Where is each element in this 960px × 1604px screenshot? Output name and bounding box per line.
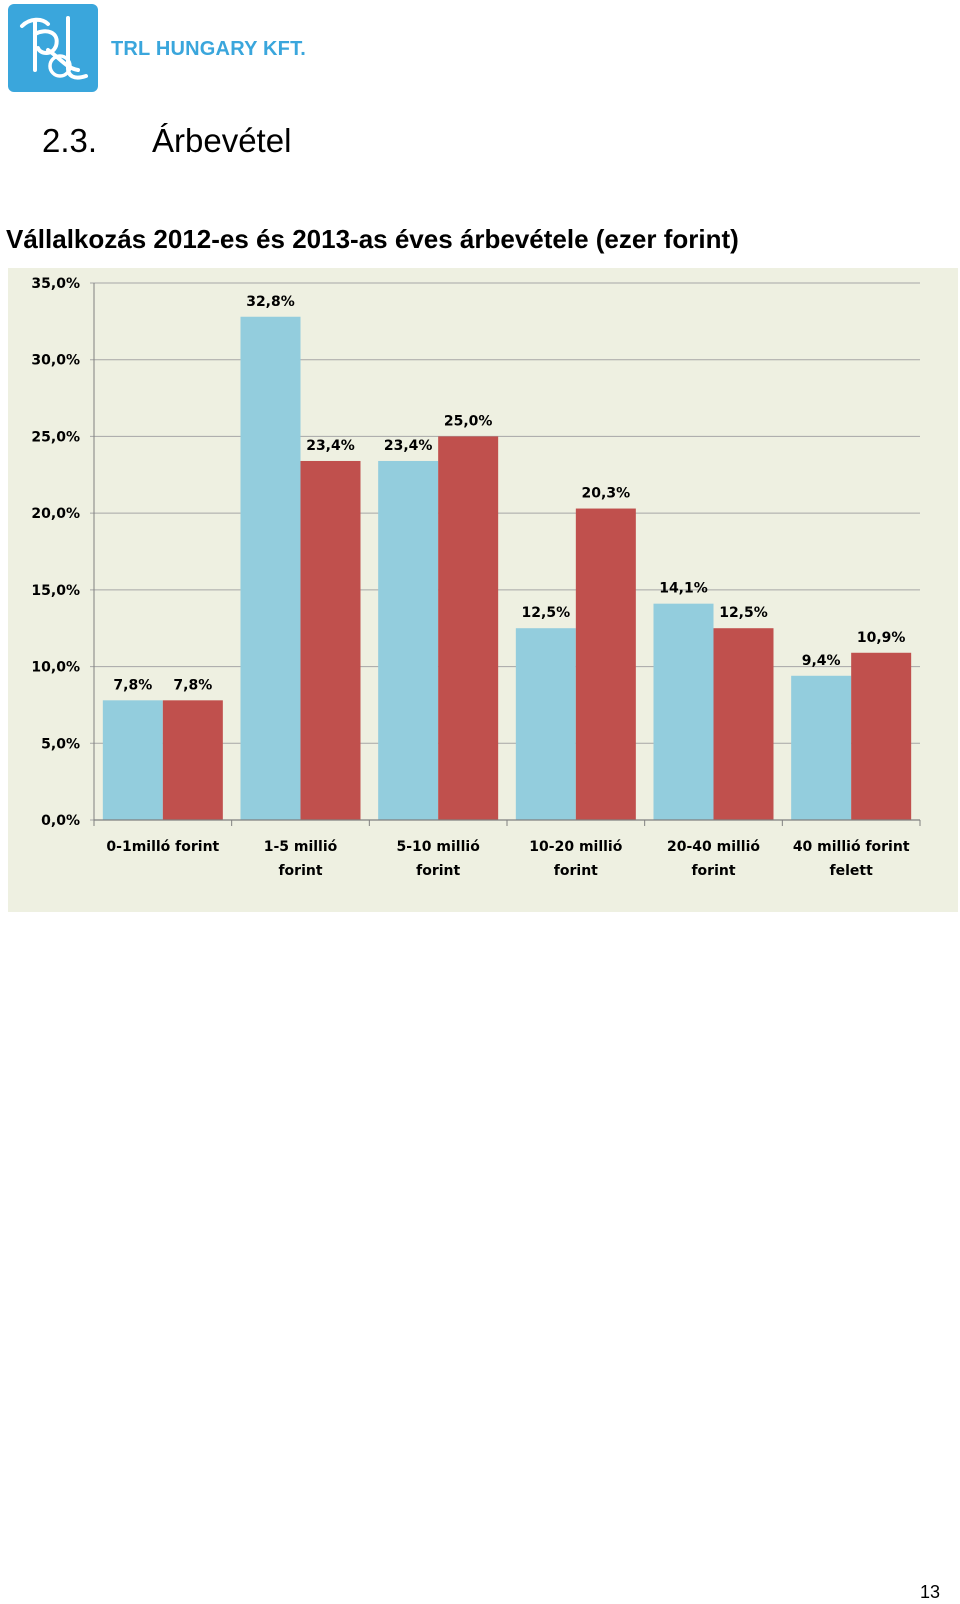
- company-logo: [8, 4, 98, 92]
- x-tick-label: forint: [278, 863, 322, 879]
- data-label: 9,4%: [802, 653, 841, 669]
- trl-logo-icon: [20, 16, 88, 80]
- revenue-chart-svg: 0,0% 5,0% 10,0% 15,0% 20,0% 25,0% 30,0% 35,0% 7,…: [31, 276, 921, 879]
- x-tick-label: 20-40 millió: [667, 839, 760, 855]
- data-label: 7,8%: [173, 677, 212, 693]
- company-name: TRL HUNGARY KFT.: [111, 38, 307, 60]
- data-label: 7,8%: [113, 677, 152, 693]
- x-tick-label: forint: [691, 863, 735, 879]
- x-tick-label: 40 millió forint: [793, 839, 910, 855]
- bar: [102, 700, 163, 820]
- data-label: 32,8%: [246, 294, 295, 310]
- chart-heading: Vállalkozás 2012-es és 2013-as éves árbe…: [6, 224, 739, 254]
- revenue-chart: 0,0% 5,0% 10,0% 15,0% 20,0% 25,0% 30,0% 35,0% 7,…: [8, 268, 958, 912]
- data-label: 25,0%: [444, 413, 493, 429]
- bar: [438, 436, 499, 820]
- data-label: 10,9%: [857, 630, 906, 646]
- data-label: 12,5%: [522, 605, 571, 621]
- y-tick-label: 5,0%: [41, 736, 80, 752]
- y-tick-label: 25,0%: [31, 429, 80, 445]
- data-label: 23,4%: [384, 438, 433, 454]
- bar: [515, 628, 576, 820]
- page-number: 13: [919, 1582, 940, 1602]
- y-tick-label: 10,0%: [31, 660, 80, 676]
- x-tick-label: 1-5 millió: [264, 839, 338, 855]
- x-tick-label: felett: [830, 863, 874, 879]
- x-tick-label: 5-10 millió: [397, 839, 481, 855]
- section-number: 2.3.: [42, 122, 98, 159]
- bar: [713, 628, 774, 820]
- y-tick-label: 20,0%: [31, 506, 80, 522]
- bar: [378, 460, 439, 820]
- bar: [575, 508, 636, 820]
- data-label: 23,4%: [306, 438, 355, 454]
- x-tick-label: 10-20 millió: [529, 839, 622, 855]
- data-label: 20,3%: [582, 486, 631, 502]
- y-tick-label: 35,0%: [31, 276, 80, 292]
- bar: [240, 316, 301, 820]
- bar: [300, 460, 361, 820]
- y-tick-label: 0,0%: [41, 813, 80, 829]
- section-title: Árbevétel: [152, 122, 292, 159]
- bar: [791, 675, 852, 820]
- y-tick-label: 15,0%: [31, 583, 80, 599]
- y-tick-label: 30,0%: [31, 353, 80, 369]
- bar: [162, 700, 223, 820]
- bar: [851, 652, 912, 820]
- bar: [653, 603, 714, 820]
- x-tick-label: forint: [416, 863, 460, 879]
- data-label: 14,1%: [659, 581, 708, 597]
- data-label: 12,5%: [719, 605, 768, 621]
- x-tick-label: forint: [554, 863, 598, 879]
- x-tick-label: 0-1milló forint: [106, 839, 219, 855]
